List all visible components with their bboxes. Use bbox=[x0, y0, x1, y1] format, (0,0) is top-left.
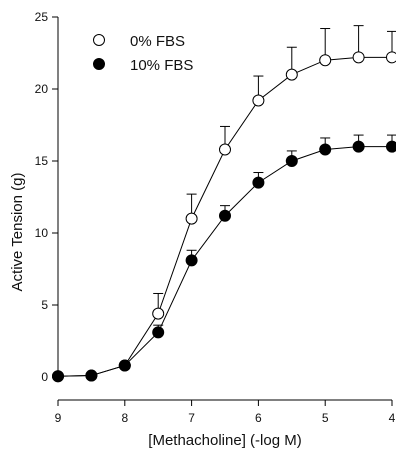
data-point bbox=[219, 209, 231, 222]
y-ticks: 0 5 10 15 20 25 bbox=[35, 10, 58, 384]
x-tick-label: 5 bbox=[322, 411, 329, 425]
y-tick-label: 15 bbox=[35, 154, 49, 168]
series-1 bbox=[52, 134, 396, 383]
data-point bbox=[152, 307, 165, 320]
data-point bbox=[352, 140, 365, 153]
data-point bbox=[152, 326, 165, 339]
data-point bbox=[285, 155, 298, 167]
data-point bbox=[319, 143, 332, 156]
legend-marker-open bbox=[93, 34, 105, 46]
y-tick-label: 20 bbox=[35, 82, 49, 96]
series-0 bbox=[52, 25, 396, 383]
legend: 0% FBS 10% FBS bbox=[93, 33, 193, 74]
x-tick-label: 4 bbox=[389, 411, 396, 425]
data-point bbox=[52, 370, 64, 383]
legend-label-0: 0% FBS bbox=[130, 33, 185, 50]
y-axis-title: Active Tension (g) bbox=[9, 173, 26, 292]
data-point bbox=[352, 51, 365, 64]
data-point bbox=[185, 254, 198, 267]
data-point bbox=[386, 140, 396, 153]
x-axis-title: [Methacholine] (-log M) bbox=[148, 432, 301, 449]
data-point bbox=[386, 51, 396, 64]
data-point bbox=[252, 94, 265, 107]
series-line bbox=[57, 146, 392, 377]
y-tick-label: 0 bbox=[41, 370, 48, 384]
data-point bbox=[252, 176, 265, 189]
y-tick-label: 10 bbox=[35, 226, 49, 240]
x-tick-label: 6 bbox=[255, 411, 262, 425]
data-point bbox=[185, 212, 198, 225]
legend-label-1: 10% FBS bbox=[130, 57, 193, 74]
data-point bbox=[85, 369, 98, 382]
series-layer bbox=[52, 25, 396, 383]
legend-marker-filled bbox=[93, 58, 105, 70]
x-tick-label: 8 bbox=[121, 411, 128, 425]
data-point bbox=[219, 143, 231, 156]
x-tick-label: 9 bbox=[55, 411, 62, 425]
x-ticks: 9 8 7 6 5 4 bbox=[55, 400, 396, 425]
data-point bbox=[118, 359, 131, 372]
y-tick-label: 25 bbox=[35, 10, 49, 24]
data-point bbox=[319, 54, 332, 67]
y-tick-label: 5 bbox=[41, 298, 48, 312]
data-point bbox=[285, 68, 298, 81]
axes bbox=[57, 17, 392, 401]
x-tick-label: 7 bbox=[188, 411, 195, 425]
